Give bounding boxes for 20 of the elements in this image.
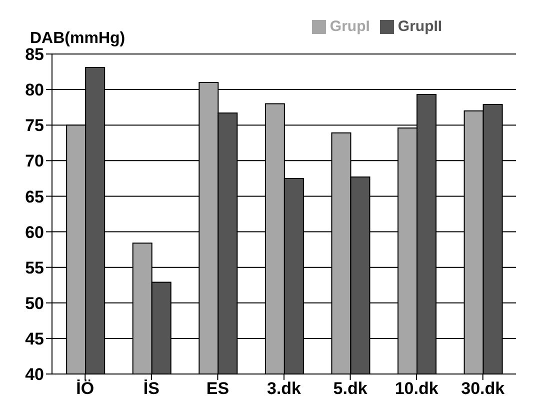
legend-label: GrupII	[398, 18, 442, 35]
y-tick-label: 80	[25, 80, 44, 100]
x-tick-label: 5.dk	[333, 379, 368, 398]
y-tick-label: 50	[25, 294, 44, 313]
x-tick-label: 3.dk	[266, 379, 302, 398]
y-tick-label: 75	[25, 116, 44, 136]
legend-label: GrupI	[330, 18, 370, 35]
y-tick-label: 65	[25, 187, 44, 206]
y-tick-label: 60	[25, 222, 44, 242]
y-tick-label: 55	[25, 258, 44, 278]
y-tick-label: 40	[25, 365, 44, 384]
y-tick-label: 85	[25, 45, 44, 64]
x-tick-label: 30.dk	[461, 379, 506, 398]
y-axis-title: DAB(mmHg)	[30, 30, 126, 48]
x-tick-label: İÖ	[76, 379, 94, 398]
x-tick-label: İS	[143, 379, 160, 398]
x-tick-label: 10.dk	[394, 379, 439, 398]
x-tick-label: ES	[206, 379, 230, 398]
y-tick-label: 45	[25, 329, 44, 348]
y-tick-label: 70	[25, 152, 44, 171]
